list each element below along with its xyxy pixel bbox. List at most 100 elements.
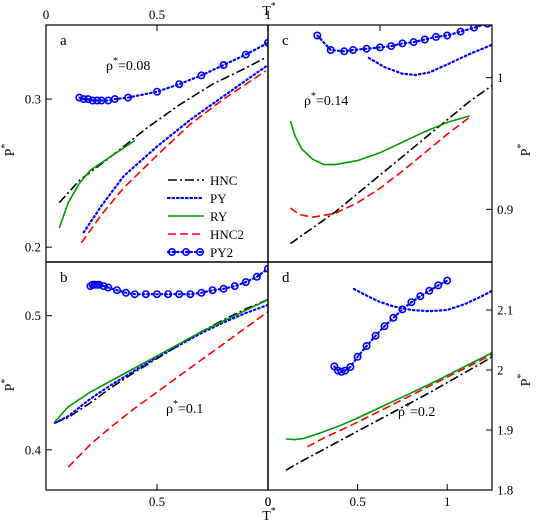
panel-a-ry-line bbox=[58, 139, 136, 229]
panel-c-ry-line bbox=[289, 115, 470, 166]
panel-a-py2-marker-7 bbox=[110, 95, 119, 104]
panel-a-py2-marker-0 bbox=[75, 93, 84, 102]
plot-frame bbox=[45, 24, 493, 491]
panel-b-py2-marker-10 bbox=[141, 290, 150, 299]
panel-b-py2-marker-14 bbox=[186, 290, 195, 299]
panel-a-py2-marker-10 bbox=[175, 80, 184, 89]
panel-c-ytick-label-1: 1 bbox=[497, 70, 504, 85]
panel-b-ytick-label-0: 0.4 bbox=[25, 442, 42, 457]
panel-d-py-line bbox=[352, 287, 492, 313]
panel-b-py2-marker-20 bbox=[252, 272, 261, 281]
panel-c-density-label: ρ*=0.14 bbox=[304, 91, 348, 109]
left-axis-label-bottom: P* bbox=[0, 379, 18, 392]
plot-layer bbox=[53, 25, 492, 471]
panel-a-py2-marker-2 bbox=[84, 95, 93, 104]
panel-d-py2-marker-2 bbox=[337, 367, 346, 376]
panel-b-py2-marker-9 bbox=[130, 290, 139, 299]
panel-a-letter: a bbox=[60, 33, 67, 49]
panel-b-density-label: ρ*=0.1 bbox=[166, 399, 203, 417]
panel-b-py2-marker-4 bbox=[95, 280, 104, 289]
panel-b-py2-marker-6 bbox=[104, 283, 113, 292]
panel-d-py2-line bbox=[333, 279, 449, 373]
panel-c-py2-marker-2 bbox=[340, 47, 349, 56]
panel-d-py2-marker-9 bbox=[389, 313, 398, 322]
legend-py-label: PY bbox=[210, 191, 227, 206]
panel-c-py2-marker-8 bbox=[409, 38, 418, 47]
panel-b-ry-line bbox=[54, 298, 268, 423]
legend-py2-marker-1 bbox=[182, 248, 191, 257]
panel-d-density-label: ρ*=0.2 bbox=[398, 402, 435, 420]
panel-d-py2-marker-7 bbox=[371, 331, 380, 340]
panel-a-py-line bbox=[82, 65, 267, 234]
panel-b-xtick-label-0: 0.5 bbox=[149, 494, 165, 509]
panel-a-xtick-label-0: 0 bbox=[43, 7, 50, 22]
panel-b-hnc-line bbox=[54, 298, 268, 424]
legend-py2-marker-2 bbox=[196, 248, 205, 257]
panel-b-py2-marker-12 bbox=[164, 290, 173, 299]
panel-a-py2-marker-4 bbox=[93, 96, 102, 105]
panel-d-series bbox=[285, 276, 492, 471]
panel-d-ytick-label-1: 1.9 bbox=[497, 423, 513, 438]
panel-a-py2-marker-11 bbox=[197, 71, 206, 80]
legend-ry-label: RY bbox=[210, 209, 228, 224]
panel-a-xtick-label-2: 1 bbox=[265, 7, 272, 22]
panel-b-ytick-label-1: 0.5 bbox=[25, 308, 41, 323]
panel-c-py2-marker-14 bbox=[483, 25, 492, 28]
panel-d-ytick-label-2: 2 bbox=[497, 363, 504, 378]
panel-b-py2-marker-18 bbox=[230, 282, 239, 291]
panel-d-py2-marker-1 bbox=[333, 366, 342, 375]
panel-c-py2-marker-10 bbox=[431, 32, 440, 41]
panel-b-py2-marker-7 bbox=[113, 286, 122, 295]
panel-d-ry-line bbox=[285, 351, 492, 441]
panel-d-py2-marker-5 bbox=[353, 352, 362, 361]
panel-d-py2-marker-6 bbox=[362, 341, 371, 350]
panel-d-py2-marker-8 bbox=[380, 322, 389, 331]
legend-hnc2-label: HNC2 bbox=[210, 227, 244, 242]
top-axis-label: T* bbox=[262, 1, 276, 19]
panel-a-py2-marker-3 bbox=[88, 96, 97, 105]
panel-c-py2-marker-12 bbox=[456, 27, 465, 36]
panel-c-letter: c bbox=[282, 33, 289, 49]
panel-c-py2-marker-4 bbox=[362, 44, 371, 53]
panel-b-py2-marker-17 bbox=[219, 284, 228, 293]
panel-d-py2-marker-4 bbox=[346, 362, 355, 371]
panel-b-py2-marker-5 bbox=[99, 282, 108, 291]
panel-d-ytick-label-3: 2.1 bbox=[497, 303, 513, 318]
panel-c-py2-marker-0 bbox=[313, 31, 322, 40]
panel-a-density-label: ρ*=0.08 bbox=[106, 56, 150, 74]
panel-c-py2-marker-6 bbox=[387, 42, 396, 51]
panel-b-hnc2-line bbox=[67, 310, 268, 468]
panel-d-py2-marker-14 bbox=[434, 281, 443, 290]
panel-a-py2-marker-12 bbox=[219, 60, 228, 69]
panel-c-series bbox=[289, 25, 492, 245]
panel-a bbox=[58, 38, 268, 244]
panel-a-hnc2-line bbox=[80, 70, 267, 244]
panel-a-py2-marker-1 bbox=[79, 95, 88, 104]
panel-d-letter: d bbox=[282, 270, 290, 286]
panel-c-py2-marker-9 bbox=[420, 35, 429, 44]
left-axis-label-top: P* bbox=[0, 144, 18, 157]
legend-py2-marker-0 bbox=[168, 248, 177, 257]
panel-b-py2-marker-8 bbox=[121, 288, 130, 297]
panel-d bbox=[285, 276, 492, 471]
panel-b bbox=[53, 264, 268, 468]
panel-b-series bbox=[53, 264, 268, 468]
right-axis-label-top: P* bbox=[516, 144, 534, 157]
panel-d-xtick-label-2: 1 bbox=[444, 494, 451, 509]
panel-c-py2-marker-11 bbox=[443, 31, 452, 40]
panel-a-xtick-label-1: 0.5 bbox=[149, 7, 165, 22]
panel-a-series bbox=[58, 38, 268, 244]
panel-c-py2-marker-3 bbox=[349, 45, 358, 54]
panel-a-ytick-label-1: 0.3 bbox=[25, 92, 41, 107]
panel-b-py2-marker-16 bbox=[208, 286, 217, 295]
right-axis-label-bottom: P* bbox=[516, 374, 534, 387]
panel-b-letter: b bbox=[60, 270, 68, 286]
panel-d-py2-marker-10 bbox=[398, 305, 407, 314]
legend: HNC PY RY HNC2 PY2 bbox=[166, 173, 244, 260]
panel-b-py2-marker-19 bbox=[241, 278, 250, 287]
panel-c-py-line bbox=[367, 43, 492, 77]
panel-d-py2-marker-15 bbox=[443, 276, 452, 285]
